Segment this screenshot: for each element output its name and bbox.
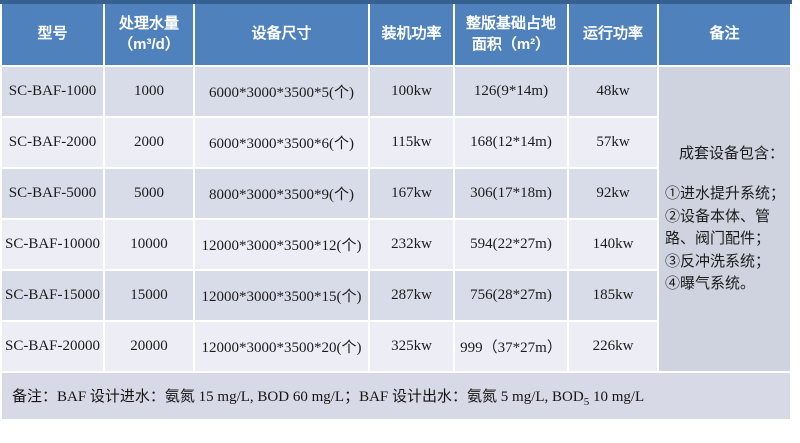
cell-installed-power: 100kw <box>368 65 455 118</box>
cell-running-power: 57kw <box>567 116 659 169</box>
cell-model: SC-BAF-15000 <box>0 269 105 322</box>
header-footprint: 整版基础占地 面积（m²） <box>453 0 569 67</box>
cell-running-power: 140kw <box>567 218 659 271</box>
footnote-text-part1: 备注：BAF 设计进水：氨氮 15 mg/L, BOD 60 mg/L；BAF … <box>12 388 584 405</box>
remarks-item: ③反冲洗系统； <box>665 253 771 270</box>
header-capacity: 处理水量 （m³/d） <box>103 0 195 67</box>
cell-capacity: 1000 <box>103 65 195 118</box>
cell-capacity: 15000 <box>103 269 195 322</box>
header-remarks: 备注 <box>657 0 792 67</box>
cell-capacity: 10000 <box>103 218 195 271</box>
cell-running-power: 92kw <box>567 167 659 220</box>
cell-footprint: 306(17*18m) <box>453 167 569 220</box>
cell-dimensions: 6000*3000*3500*5(个) <box>193 65 370 118</box>
header-installed-power: 装机功率 <box>368 0 455 67</box>
cell-footprint: 168(12*14m) <box>453 116 569 169</box>
cell-running-power: 226kw <box>567 320 659 373</box>
cell-dimensions: 8000*3000*3500*9(个) <box>193 167 370 220</box>
cell-dimensions: 12000*3000*3500*20(个) <box>193 320 370 373</box>
cell-running-power: 48kw <box>567 65 659 118</box>
cell-footprint: 126(9*14m) <box>453 65 569 118</box>
cell-footprint: 756(28*27m) <box>453 269 569 322</box>
remarks-cell: 成套设备包含： ①进水提升系统； ②设备本体、管路、阀门配件； ③反冲洗系统； … <box>657 65 792 373</box>
cell-installed-power: 167kw <box>368 167 455 220</box>
cell-footprint: 999（37*27m） <box>453 320 569 373</box>
cell-installed-power: 232kw <box>368 218 455 271</box>
footnote-text-part2: 10 mg/L <box>589 388 645 405</box>
header-model: 型号 <box>0 0 105 67</box>
cell-model: SC-BAF-20000 <box>0 320 105 373</box>
header-dimensions: 设备尺寸 <box>193 0 370 67</box>
header-row: 型号 处理水量 （m³/d） 设备尺寸 装机功率 整版基础占地 面积（m²） 运… <box>0 0 792 67</box>
table-row: SC-BAF-1000 1000 6000*3000*3500*5(个) 100… <box>0 65 792 373</box>
header-footprint-line2: 面积（m²） <box>471 35 551 53</box>
cell-dimensions: 6000*3000*3500*6(个) <box>193 116 370 169</box>
table-row: SC-BAF-20000 20000 12000*3000*3500*20(个)… <box>0 320 791 373</box>
cell-model: SC-BAF-10000 <box>0 218 105 271</box>
cell-dimensions: 12000*3000*3500*15(个) <box>193 269 370 322</box>
cell-model: SC-BAF-2000 <box>0 116 105 169</box>
cell-running-power: 185kw <box>567 269 659 322</box>
footnote-row: 备注：BAF 设计进水：氨氮 15 mg/L, BOD 60 mg/L；BAF … <box>0 371 792 421</box>
header-running-power: 运行功率 <box>567 0 659 67</box>
header-capacity-line1: 处理水量 <box>118 15 179 33</box>
cell-capacity: 20000 <box>103 320 195 373</box>
cell-installed-power: 115kw <box>368 116 455 169</box>
footnote-subscript: 5 <box>583 395 590 408</box>
cell-dimensions: 12000*3000*3500*12(个) <box>193 218 370 271</box>
table-row: SC-BAF-5000 5000 8000*3000*3500*9(个) 167… <box>0 167 791 220</box>
cell-footprint: 594(22*27m) <box>453 218 569 271</box>
table-row: SC-BAF-10000 10000 12000*3000*3500*12(个)… <box>0 218 791 271</box>
header-footprint-line1: 整版基础占地 <box>465 15 556 33</box>
footnote: 备注：BAF 设计进水：氨氮 15 mg/L, BOD 60 mg/L；BAF … <box>0 371 792 421</box>
cell-capacity: 5000 <box>103 167 195 220</box>
remarks-title: 成套设备包含： <box>679 145 785 162</box>
remarks-item: ②设备本体、管路、阀门配件； <box>665 208 771 248</box>
cell-model: SC-BAF-1000 <box>0 65 105 118</box>
table-row: SC-BAF-2000 2000 6000*3000*3500*6(个) 115… <box>0 116 791 169</box>
cell-installed-power: 325kw <box>368 320 455 373</box>
remarks-item: ④曝气系统。 <box>665 276 756 292</box>
table-row: SC-BAF-15000 15000 12000*3000*3500*15(个)… <box>0 269 791 322</box>
cell-installed-power: 287kw <box>368 269 455 322</box>
header-capacity-line2: （m³/d） <box>118 35 180 53</box>
cell-model: SC-BAF-5000 <box>0 167 105 220</box>
cell-capacity: 2000 <box>103 116 195 169</box>
equipment-spec-table: 型号 处理水量 （m³/d） 设备尺寸 装机功率 整版基础占地 面积（m²） 运… <box>0 0 792 421</box>
remarks-item: ①进水提升系统； <box>665 186 786 202</box>
